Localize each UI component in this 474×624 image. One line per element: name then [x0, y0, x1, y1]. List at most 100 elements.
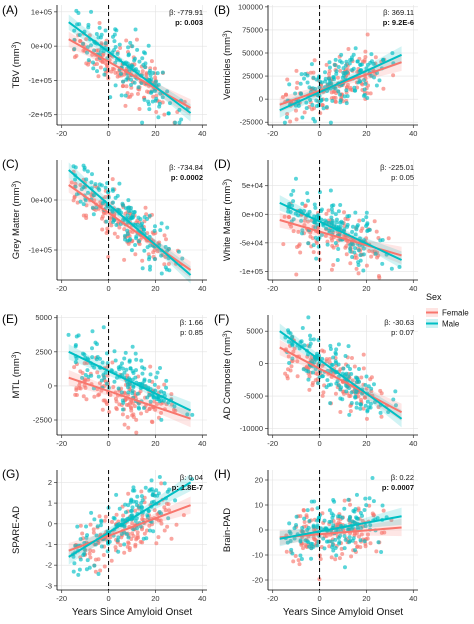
data-point [305, 508, 310, 513]
data-point [72, 47, 77, 52]
data-point [162, 390, 167, 395]
y-tick-label: 5000 [35, 313, 52, 322]
y-tick-label: -2500 [33, 416, 52, 425]
data-point [150, 99, 155, 104]
data-point [342, 210, 347, 215]
panel-f: -10000 -5000 0 5000 -20 0 20 40 AD Composite (mm… [214, 312, 418, 448]
data-point [156, 518, 161, 523]
data-point [298, 81, 303, 86]
data-point [332, 499, 337, 504]
data-point [324, 97, 329, 102]
x-tick-label: 0 [317, 129, 321, 138]
data-point [363, 544, 368, 549]
unit-close: ) [222, 179, 233, 182]
data-point [148, 264, 153, 269]
data-point [345, 527, 350, 532]
y-axis-label: Grey Matter (mm3) [11, 181, 22, 260]
x-tick-label: -20 [56, 594, 67, 603]
data-point [371, 499, 376, 504]
y-tick-label: 5e+04 [242, 181, 263, 190]
data-point [174, 522, 179, 527]
data-point [348, 409, 353, 414]
data-point [344, 101, 349, 106]
fit-line-male [68, 481, 192, 558]
data-point [284, 115, 289, 120]
data-point [109, 558, 114, 563]
data-point [362, 92, 367, 97]
data-point [359, 397, 364, 402]
data-point [96, 557, 101, 562]
data-point [290, 334, 295, 339]
data-point [308, 333, 313, 338]
data-point [337, 540, 342, 545]
data-point [148, 372, 153, 377]
data-point [90, 60, 95, 65]
data-point [117, 225, 122, 230]
data-point [368, 541, 373, 546]
data-point [361, 406, 366, 411]
data-point [296, 229, 301, 234]
data-point [129, 248, 134, 253]
data-point [317, 353, 322, 358]
data-point [290, 203, 295, 208]
data-point [122, 524, 127, 529]
data-point [282, 214, 287, 219]
data-point [100, 360, 105, 365]
data-point [286, 330, 291, 335]
data-point [352, 85, 357, 90]
data-point [379, 391, 384, 396]
data-point [333, 86, 338, 91]
data-point [340, 371, 345, 376]
data-point [85, 368, 90, 373]
data-point [159, 410, 164, 415]
data-point [297, 562, 302, 567]
data-point [133, 351, 138, 356]
data-point [324, 226, 329, 231]
data-point [296, 558, 301, 563]
data-point [356, 506, 361, 511]
data-point [111, 34, 116, 39]
data-point [309, 499, 314, 504]
data-point [83, 372, 88, 377]
data-point [336, 209, 341, 214]
y-tick-label: -1e+05 [28, 246, 52, 255]
data-point [393, 403, 398, 408]
data-point [291, 229, 296, 234]
data-point [286, 215, 291, 220]
data-point [365, 536, 370, 541]
data-point [77, 22, 82, 27]
data-point [102, 564, 107, 569]
data-point [326, 383, 331, 388]
data-point [153, 388, 158, 393]
data-point [351, 536, 356, 541]
data-point [91, 193, 96, 198]
data-point [166, 261, 171, 266]
data-point [122, 233, 127, 238]
data-point [147, 407, 152, 412]
data-point [341, 366, 346, 371]
data-point [386, 236, 391, 241]
data-point [112, 379, 117, 384]
data-point [104, 401, 109, 406]
data-point [314, 256, 319, 261]
data-point [322, 518, 327, 523]
data-point [162, 505, 167, 510]
data-point [182, 99, 187, 104]
data-point [357, 79, 362, 84]
data-point [152, 399, 157, 404]
data-point [327, 508, 332, 513]
data-point [300, 228, 305, 233]
data-point [333, 557, 338, 562]
data-point [301, 546, 306, 551]
data-point [336, 514, 341, 519]
data-point [362, 87, 367, 92]
data-point [323, 218, 328, 223]
data-point [391, 397, 396, 402]
data-point [136, 239, 141, 244]
data-point [311, 524, 316, 529]
data-point [73, 181, 78, 186]
x-tick-label: 0 [106, 439, 110, 448]
data-point [172, 404, 177, 409]
data-point [143, 384, 148, 389]
